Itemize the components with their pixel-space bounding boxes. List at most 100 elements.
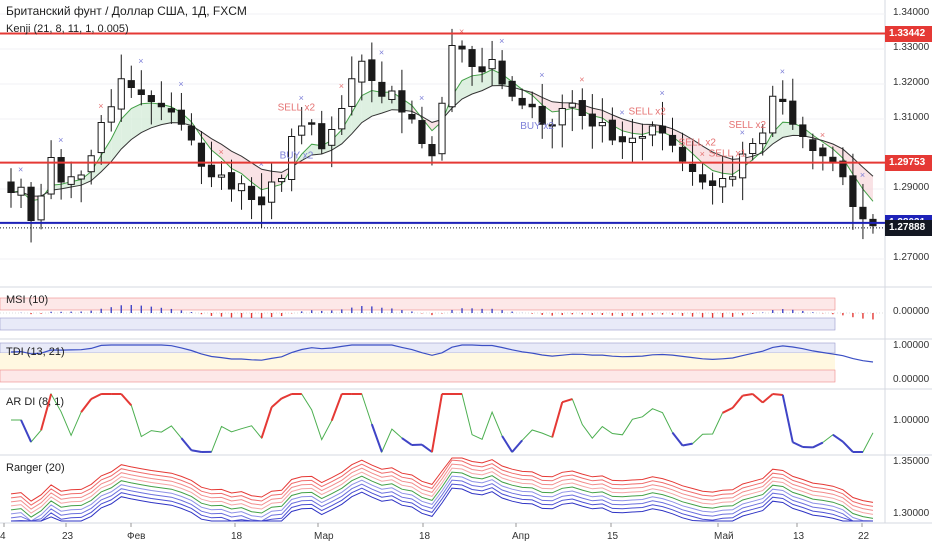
candle-up	[298, 125, 306, 136]
kenji-x-marker: ×	[579, 74, 584, 84]
candle-up	[448, 45, 456, 108]
candle-down	[177, 109, 186, 125]
candle-down	[688, 163, 697, 173]
candle-down	[588, 113, 596, 127]
ardi-low-segment	[832, 433, 844, 443]
candle-up	[237, 183, 246, 192]
kenji-indicator-label: Kenji (21, 8, 11, 1, 0.005)	[6, 23, 129, 35]
panel-title-ardi: AR DI (8, 1)	[6, 396, 65, 408]
kenji-x-marker: ×	[860, 170, 865, 180]
price-tick-label: 1.29000	[893, 182, 930, 193]
candle-down	[538, 105, 546, 125]
candle-down	[518, 97, 526, 106]
subpanel-tick-label: 1.00000	[893, 415, 930, 426]
candle-down	[247, 185, 256, 200]
time-axis-label: 4	[0, 531, 6, 542]
candle-down	[428, 144, 436, 157]
kenji-x-marker: ×	[379, 47, 384, 57]
candle-up	[638, 136, 647, 139]
candle-up	[598, 122, 606, 127]
ardi-low-segment	[842, 441, 854, 453]
sell-signal-label: SELL x1	[709, 149, 747, 160]
cloud-bear-segment	[692, 139, 703, 164]
candle-down	[608, 119, 616, 141]
ardi-high-segment	[80, 398, 92, 413]
price-tick-label: 1.32000	[893, 77, 930, 88]
kenji-x-marker: ×	[459, 26, 464, 36]
tdi-mid-band	[0, 353, 835, 370]
cloud-bear-segment	[722, 156, 733, 175]
candle-up	[267, 181, 276, 203]
time-axis-label: Май	[714, 531, 734, 542]
ardi-high-segment	[752, 393, 764, 404]
ardi-low-segment	[180, 437, 193, 451]
cloud-bull-segment	[462, 75, 473, 100]
time-axis-label: 23	[62, 531, 74, 542]
panel-title-ranger: Ranger (20)	[6, 462, 65, 474]
kenji-x-marker: ×	[218, 147, 223, 157]
cloud-bull-segment	[782, 122, 793, 138]
kenji-x-marker: ×	[58, 135, 63, 145]
candle-down	[498, 60, 506, 85]
candle-down	[789, 100, 797, 125]
cloud-bull-segment	[151, 103, 162, 128]
ardi-high-segment	[270, 397, 283, 409]
kenji-x-marker: ×	[138, 56, 143, 66]
candle-up	[769, 95, 777, 134]
candle-down	[147, 95, 155, 102]
time-axis-label: Апр	[512, 531, 530, 542]
candle-up	[358, 60, 366, 83]
ranger-band-line	[10, 463, 874, 511]
candle-down	[418, 120, 426, 145]
kenji-x-marker: ×	[619, 108, 624, 118]
ardi-low-segment	[20, 419, 32, 443]
ardi-low-segment	[401, 437, 413, 446]
chart-symbol-title: Британский фунт / Доллар США, 1Д, FXCM	[6, 4, 247, 18]
cloud-bear-segment	[201, 131, 212, 150]
candle-down	[799, 124, 807, 137]
ardi-high-segment	[260, 406, 273, 439]
price-tick-label: 1.27000	[893, 252, 930, 263]
ranger-band-line	[10, 479, 873, 522]
candle-up	[97, 122, 105, 154]
level-price-tag: 1.29753	[885, 154, 932, 171]
ranger-band-line	[10, 483, 873, 522]
candle-down	[578, 100, 586, 116]
kenji-x-marker: ×	[98, 101, 103, 111]
ardi-low-segment	[781, 394, 794, 443]
candle-up	[719, 178, 727, 188]
candle-up	[628, 137, 637, 144]
cloud-bull-segment	[472, 74, 483, 95]
candle-up	[278, 178, 286, 183]
candle-down	[137, 89, 145, 95]
candle-down	[658, 125, 667, 134]
kenji-x-marker: ×	[299, 93, 304, 103]
last-price-tag: 1.27888	[885, 219, 932, 236]
buy-signal-label: BUY x2	[280, 151, 314, 162]
candle-down	[127, 80, 135, 88]
kenji-x-marker: ×	[539, 70, 544, 80]
cloud-bull-segment	[301, 144, 312, 161]
cloud-bull-segment	[371, 90, 382, 117]
candle-down	[197, 142, 206, 167]
cloud-bull-segment	[131, 103, 142, 140]
time-axis-label: Мар	[314, 531, 334, 542]
cloud-bull-segment	[161, 104, 172, 125]
tdi-line	[10, 344, 874, 363]
candle-up	[107, 106, 115, 123]
price-tick-label: 1.33000	[893, 42, 930, 53]
ardi-high-segment	[561, 398, 573, 404]
ranger-band-line	[10, 475, 874, 522]
candle-up	[488, 59, 496, 70]
candle-down	[779, 98, 787, 102]
candle-up	[438, 102, 446, 155]
time-axis-label: 15	[607, 531, 619, 542]
ranger-band-line	[10, 467, 874, 515]
ardi-high-segment	[551, 401, 564, 438]
subpanel-tick-label: 1.00000	[893, 340, 930, 351]
candle-down	[318, 123, 326, 150]
sell-signal-label: SELL x2	[628, 107, 666, 118]
kenji-x-marker: ×	[700, 149, 705, 159]
ardi-line	[11, 392, 874, 454]
